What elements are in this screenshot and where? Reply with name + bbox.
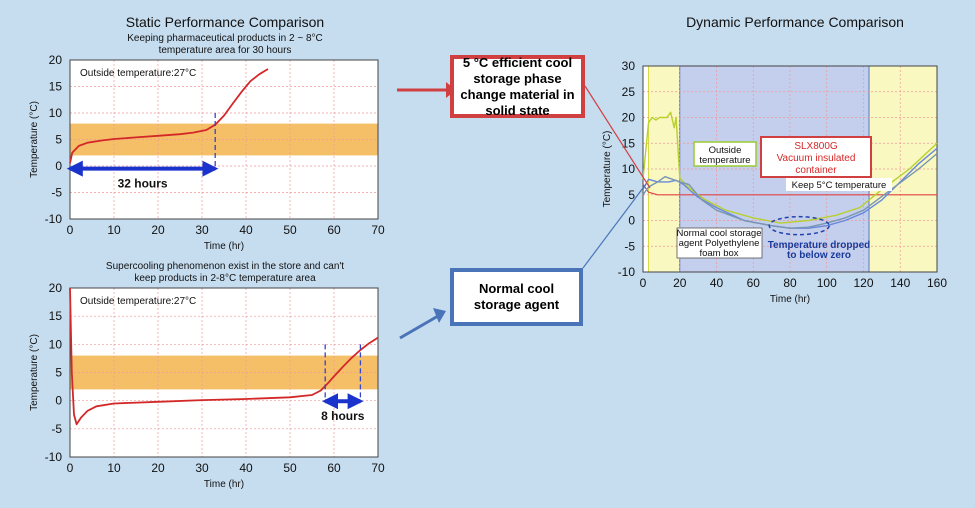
chart3-x-tick-label: 60: [747, 276, 761, 290]
chart2-title: Supercooling phenomenon exist in the sto…: [105, 261, 345, 284]
chart3-outside-label-box: [693, 141, 757, 167]
chart3-y-tick-label: 25: [622, 85, 636, 99]
normal-chart-connector: [582, 183, 647, 269]
chart3-x-tick-label: 160: [927, 276, 947, 290]
pcm-chart-connector: [584, 85, 651, 189]
right-title: Dynamic Performance Comparison: [686, 14, 904, 30]
chart1-x-tick-label: 70: [371, 223, 385, 237]
chart3-series-line: [642, 111, 938, 224]
chart3-y-tick-label: 0: [628, 214, 635, 228]
chart1-x-tick-label: 30: [195, 223, 209, 237]
chart3-x-tick-label: 40: [710, 276, 724, 290]
chart2-y-tick-label: -5: [51, 422, 62, 436]
chart3-x-tick-label: 80: [783, 276, 797, 290]
chart1-x-tick-label: 50: [283, 223, 297, 237]
chart3-normal-label-box: [676, 227, 763, 259]
chart1-x-tick-label: 40: [239, 223, 253, 237]
chart3-outside-label: Outside temperature: [699, 145, 750, 166]
chart2-span-label: 8 hours: [321, 409, 365, 423]
chart2-x-tick-label: 50: [283, 461, 297, 475]
chart2-y-tick-label: 15: [49, 309, 63, 323]
chart2-y-axis-label: Temperature (°C): [29, 334, 40, 411]
chart3-x-axis-label: Time (hr): [770, 294, 810, 305]
chart1-x-tick-label: 0: [67, 223, 74, 237]
chart3-x-tick-label: 120: [853, 276, 873, 290]
chart3-series-line: [642, 184, 937, 196]
left-title: Static Performance Comparison: [125, 14, 325, 30]
chart2-y-tick-label: 5: [55, 366, 62, 380]
chart1-span-label: 32 hours: [118, 177, 168, 191]
chart3-normal-label: Normal cool storage agent Polyethylene foa…: [676, 228, 761, 259]
chart1-title: Keeping pharmaceutical products in 2 ~ 8…: [127, 33, 323, 56]
chart3-dropped-label: Temperature dropped to below zero: [768, 240, 871, 261]
chart2-x-tick-label: 60: [327, 461, 341, 475]
chart3-y-tick-label: -5: [624, 239, 635, 253]
chart3-frame: [642, 65, 938, 273]
chart1-frame: [69, 59, 379, 220]
chart3-y-tick-label: 5: [628, 188, 635, 202]
pcm-callout: 5 °C efficient cool storage phase change…: [450, 55, 585, 118]
chart1-series-line: [69, 68, 269, 164]
chart1-y-tick-label: 0: [55, 159, 62, 173]
chart3-y-tick-label: -10: [618, 265, 636, 279]
chart1-y-tick-label: 10: [49, 106, 63, 120]
chart1-annotation: Outside temperature:27°C: [80, 68, 196, 79]
chart3-x-tick-label: 20: [673, 276, 687, 290]
chart1-x-tick-label: 20: [151, 223, 165, 237]
chart1-x-tick-label: 10: [107, 223, 121, 237]
normal-callout: Normal cool storage agent: [450, 268, 583, 326]
chart2-y-tick-label: 0: [55, 394, 62, 408]
chart3-x-tick-label: 0: [640, 276, 647, 290]
chart2-x-tick-label: 0: [67, 461, 74, 475]
chart3-y-tick-label: 20: [622, 111, 636, 125]
normal-connector-arrow-head: [433, 308, 446, 323]
chart2-x-tick-label: 40: [239, 461, 253, 475]
chart3-slx-label: SLX800G Vacuum insulated container: [777, 141, 856, 176]
chart2-x-tick-label: 30: [195, 461, 209, 475]
chart3-keep-label-box: [786, 178, 892, 191]
chart2-x-tick-label: 10: [107, 461, 121, 475]
chart1-y-tick-label: 5: [55, 133, 62, 147]
chart3-y-tick-label: 30: [622, 59, 636, 73]
chart2-x-tick-label: 20: [151, 461, 165, 475]
chart3-dip-ellipse: [768, 215, 830, 236]
chart3-y-axis-label: Temperature (°C): [602, 131, 613, 208]
chart1-x-axis-label: Time (hr): [204, 241, 244, 252]
chart3-x-tick-label: 100: [817, 276, 837, 290]
chart3-x-tick-label: 140: [890, 276, 910, 290]
chart3-series-line: [642, 153, 938, 229]
chart3-y-tick-label: 15: [622, 136, 636, 150]
chart1-y-axis-label: Temperature (°C): [29, 101, 40, 178]
chart2-y-tick-label: 20: [49, 281, 63, 295]
chart2-x-axis-label: Time (hr): [204, 479, 244, 490]
chart3-slx-label-box: [760, 136, 872, 178]
chart1-y-tick-label: -5: [51, 186, 62, 200]
chart3-keep-label: Keep 5°C temperature: [792, 180, 887, 191]
chart2-x-tick-label: 70: [371, 461, 385, 475]
chart2-series-line: [69, 287, 379, 426]
chart1-y-tick-label: 15: [49, 80, 63, 94]
chart3-y-tick-label: 10: [622, 162, 636, 176]
chart2-y-tick-label: -10: [45, 450, 63, 464]
chart1-y-tick-label: 20: [49, 53, 63, 67]
chart2-y-tick-label: 10: [49, 337, 63, 351]
chart2-annotation: Outside temperature:27°C: [80, 296, 196, 307]
chart2-frame: [69, 287, 379, 458]
normal-connector-arrow: [399, 314, 439, 340]
chart1-x-tick-label: 60: [327, 223, 341, 237]
chart1-y-tick-label: -10: [45, 212, 63, 226]
